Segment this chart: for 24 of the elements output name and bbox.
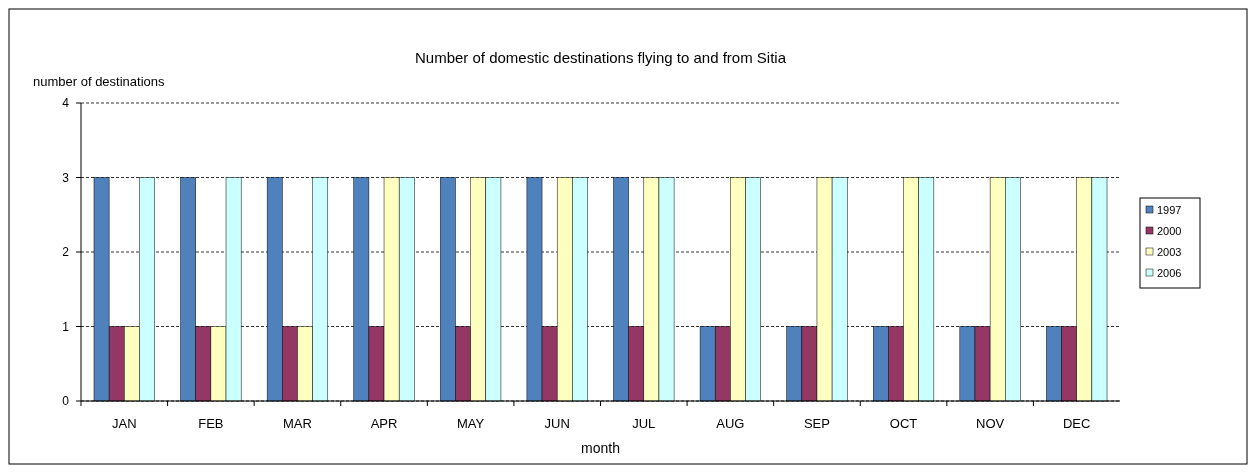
x-tick-label: JUL [632, 416, 656, 431]
x-tick-label: SEP [803, 416, 830, 431]
legend-label: 2006 [1157, 267, 1182, 279]
legend-label: 1997 [1157, 204, 1182, 216]
y-tick-label: 3 [62, 170, 70, 185]
x-tick-label: FEB [198, 416, 224, 431]
y-tick-label: 1 [62, 319, 70, 334]
x-tick-label: JAN [112, 416, 137, 431]
y-tick-label: 2 [62, 245, 70, 259]
x-tick-label: NOV [976, 416, 1005, 431]
x-tick-label: MAY [457, 416, 485, 431]
legend-label: 2000 [1157, 225, 1182, 237]
x-tick-label: JUN [544, 416, 570, 431]
x-tick-label: OCT [889, 416, 918, 431]
chart-title: Number of domestic destinations flying to and from Sitia [414, 49, 787, 66]
x-axis-title: month [581, 440, 620, 456]
x-tick-label: APR [370, 416, 398, 431]
x-tick-label: DEC [1062, 416, 1091, 431]
y-tick-label: 0 [62, 394, 70, 408]
x-tick-label: AUG [716, 416, 745, 431]
legend-label: 2003 [1157, 246, 1182, 258]
x-tick-label: MAR [283, 416, 312, 431]
y-axis-title: number of destinations [33, 74, 166, 89]
y-tick-label: 4 [62, 96, 70, 110]
